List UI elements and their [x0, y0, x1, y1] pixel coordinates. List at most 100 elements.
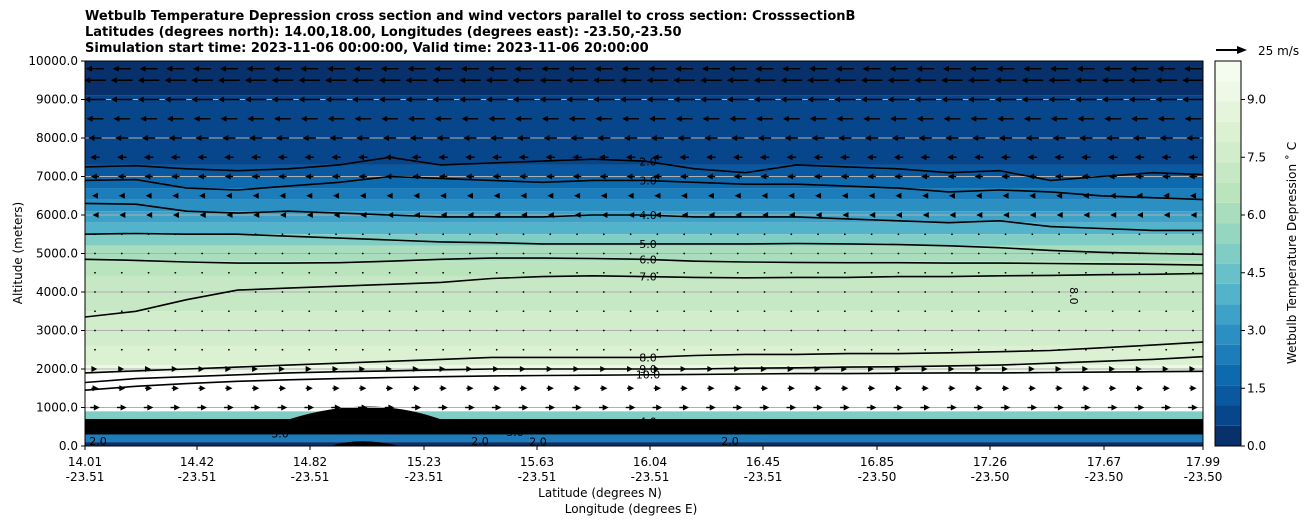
- wind-arrow: [228, 329, 230, 332]
- wind-arrow: [541, 65, 560, 72]
- contour-fill-band: [85, 222, 1203, 235]
- wind-arrow: [951, 291, 953, 293]
- wind-arrow: [522, 271, 525, 274]
- wind-arrow: [1054, 173, 1064, 180]
- wind-arrow: [116, 404, 127, 411]
- contour-line: [85, 370, 1203, 391]
- wind-arrow: [889, 65, 908, 72]
- wind-arrow: [736, 233, 739, 236]
- wind-arrow: [1111, 329, 1114, 332]
- wind-arrow: [897, 271, 900, 274]
- wind-arrow: [763, 252, 766, 255]
- wind-arrow: [405, 77, 428, 84]
- wind-arrow: [463, 135, 477, 141]
- wind-arrow: [997, 115, 1014, 122]
- wind-arrow: [518, 154, 529, 161]
- wind-arrow: [762, 212, 769, 218]
- wind-arrow: [787, 423, 795, 430]
- wind-arrow: [335, 329, 337, 332]
- wind-arrow: [438, 173, 448, 180]
- wind-arrow: [147, 348, 150, 351]
- quiver-key: 25 m/s: [1216, 44, 1299, 58]
- wind-arrow: [515, 115, 532, 122]
- wind-arrow: [593, 77, 615, 84]
- wind-arrow: [308, 233, 311, 236]
- wind-arrow: [385, 366, 392, 372]
- contour-fill-band: [85, 261, 1203, 277]
- wind-arrow: [466, 366, 473, 372]
- y-tick-label: 3000.0: [36, 324, 78, 338]
- wind-arrow: [862, 65, 881, 72]
- contour-fill-band: [85, 411, 1203, 420]
- wind-arrow: [224, 404, 234, 411]
- wind-arrow: [921, 385, 929, 392]
- wind-arrow: [518, 404, 529, 411]
- wind-arrow: [807, 96, 829, 103]
- wind-arrow: [811, 135, 825, 141]
- wind-arrow: [356, 135, 370, 141]
- wind-arrow: [170, 154, 181, 161]
- wind-arrow: [652, 154, 663, 161]
- wind-arrow: [385, 173, 394, 180]
- wind-arrow: [625, 404, 636, 411]
- wind-arrow: [271, 77, 294, 84]
- wind-arrow: [305, 423, 313, 430]
- wind-arrow: [514, 65, 533, 72]
- wind-arrow: [1189, 385, 1197, 392]
- wind-arrow: [171, 173, 180, 180]
- wind-arrow: [870, 310, 873, 313]
- contour-label: 2.0: [639, 156, 657, 169]
- wind-arrow: [224, 154, 234, 161]
- wind-arrow: [599, 173, 609, 180]
- wind-arrow: [1165, 271, 1168, 274]
- contour-label: 2.0: [89, 435, 107, 448]
- wind-arrow: [469, 271, 471, 274]
- wind-arrow: [361, 348, 364, 351]
- wind-arrow: [1111, 291, 1114, 293]
- wind-arrow: [191, 77, 213, 84]
- contour-fill-band: [85, 176, 1203, 189]
- wind-arrow: [948, 366, 955, 372]
- wind-arrow: [88, 135, 102, 141]
- wind-arrow: [168, 135, 182, 141]
- wind-arrow: [865, 135, 879, 141]
- wind-arrow: [918, 135, 932, 141]
- wind-arrow: [549, 252, 552, 255]
- x-tick-label-lon: -23.50: [1085, 470, 1124, 484]
- wind-arrow: [594, 65, 613, 72]
- wind-vectors: [85, 65, 1203, 430]
- wind-arrow: [973, 154, 984, 161]
- wind-arrow: [331, 404, 341, 411]
- wind-arrow: [602, 291, 605, 293]
- wind-arrow: [493, 192, 500, 199]
- wind-arrow: [624, 135, 638, 141]
- wind-arrow: [1134, 154, 1145, 161]
- wind-arrow: [1111, 233, 1114, 236]
- wind-arrow: [576, 252, 578, 255]
- wind-arrow: [466, 385, 474, 392]
- wind-arrow: [1082, 366, 1089, 372]
- y-tick-label: 9000.0: [36, 93, 78, 107]
- wind-arrow: [1109, 385, 1117, 392]
- wind-arrow: [352, 96, 374, 103]
- contour-label: 8.0: [1067, 287, 1080, 305]
- wind-arrow: [568, 65, 587, 72]
- wind-arrow: [110, 77, 133, 84]
- wind-arrow: [495, 291, 498, 293]
- wind-arrow: [174, 310, 177, 313]
- wind-arrow: [361, 291, 364, 293]
- wind-arrow: [868, 366, 875, 372]
- wind-arrow: [753, 96, 776, 103]
- wind-arrow: [253, 212, 260, 218]
- y-tick-label: 1000.0: [36, 401, 78, 415]
- wind-arrow: [228, 348, 230, 351]
- wind-arrow: [1031, 271, 1034, 274]
- wind-arrow: [519, 173, 528, 180]
- wind-arrow: [763, 348, 766, 351]
- wind-arrow: [1082, 385, 1090, 392]
- wind-arrow: [281, 252, 284, 255]
- wind-arrow: [1084, 291, 1087, 293]
- wind-arrow: [975, 385, 983, 392]
- wind-arrow: [914, 77, 936, 84]
